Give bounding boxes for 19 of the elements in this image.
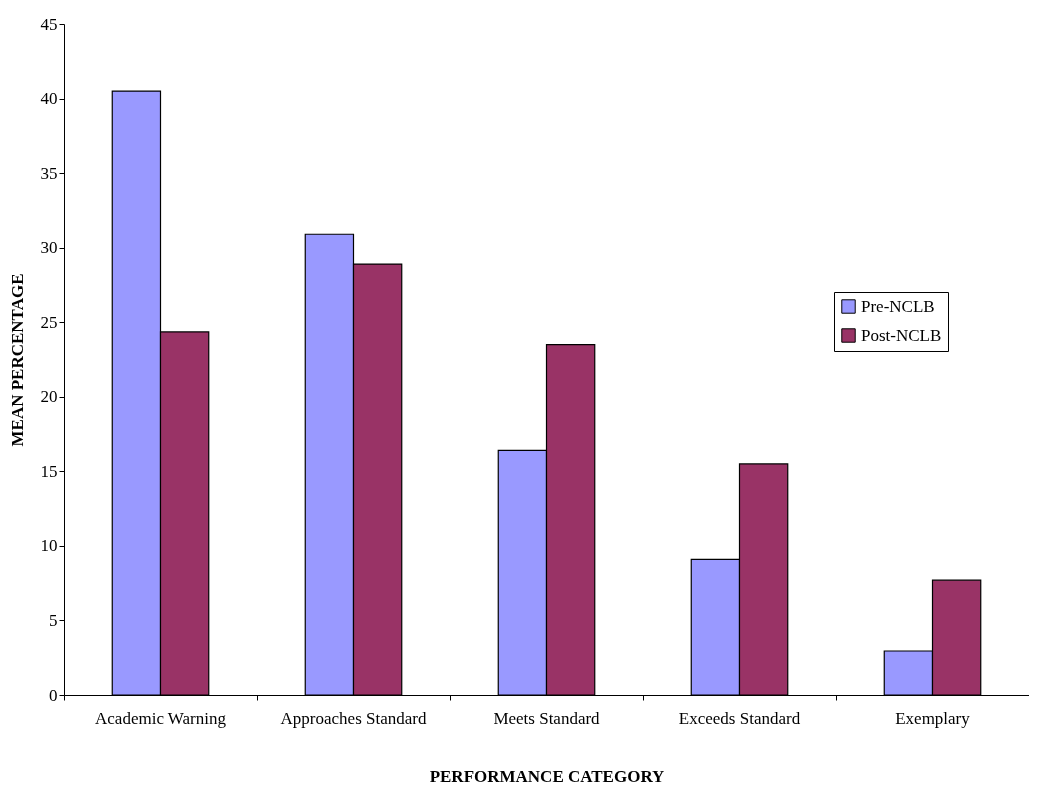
x-tick-label: Approaches Standard bbox=[280, 708, 427, 728]
x-tick-label: Meets Standard bbox=[493, 708, 601, 728]
y-tick-label: 10 bbox=[40, 536, 58, 556]
y-tick-label: 40 bbox=[40, 89, 58, 109]
y-tick-label: 20 bbox=[40, 387, 58, 407]
legend-label: Post-NCLB bbox=[861, 325, 942, 345]
y-tick-label: 0 bbox=[49, 685, 58, 705]
y-tick-label: 30 bbox=[40, 238, 58, 258]
y-tick-label: 15 bbox=[40, 461, 58, 481]
legend-label: Pre-NCLB bbox=[861, 296, 935, 316]
x-tick-label: Exceeds Standard bbox=[678, 708, 801, 728]
y-tick-label: 35 bbox=[40, 163, 58, 183]
x-tick-label: Exemplary bbox=[895, 708, 971, 728]
x-axis-title: PERFORMANCE CATEGORY bbox=[429, 766, 665, 786]
y-tick-label: 45 bbox=[40, 14, 58, 34]
y-tick-label: 25 bbox=[40, 312, 58, 332]
y-tick-label: 5 bbox=[49, 610, 58, 630]
x-tick-label: Academic Warning bbox=[95, 708, 227, 728]
y-axis-title: MEAN PERCENTAGE bbox=[7, 273, 27, 447]
